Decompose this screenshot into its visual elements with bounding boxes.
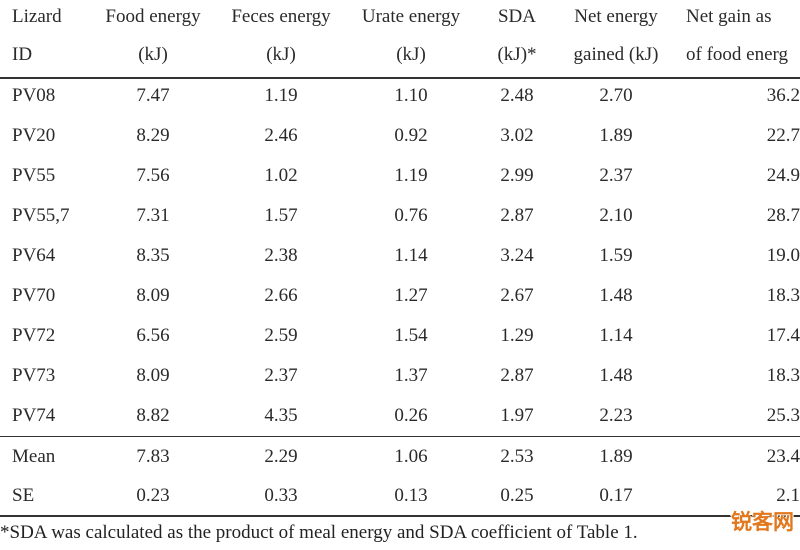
site-watermark: 锐客网	[731, 510, 794, 534]
cell-food-energy: 8.09	[136, 365, 170, 386]
cell-net-gain: 17.4	[766, 325, 800, 346]
cell-feces-energy: 2.59	[264, 325, 298, 346]
cell-lizard-id: PV72	[12, 325, 56, 346]
header-feces-unit: (kJ)	[266, 44, 296, 65]
cell-net-energy: 2.37	[599, 165, 633, 186]
header-food-unit: (kJ)	[138, 44, 168, 65]
cell-sda: 3.02	[500, 125, 534, 146]
cell-urate-energy: 1.37	[394, 365, 428, 386]
cell-food-energy: 6.56	[136, 325, 170, 346]
cell-lizard-id: PV70	[12, 285, 56, 306]
cell-lizard-id: PV55,7	[12, 205, 70, 226]
cell-net-energy: 1.48	[599, 285, 633, 306]
cell-net-gain: 28.7	[766, 205, 800, 226]
cell-urate-energy: 1.06	[394, 446, 428, 467]
cell-food-energy: 0.23	[136, 485, 170, 506]
cell-net-energy: 2.10	[599, 205, 633, 226]
cell-sda: 2.87	[500, 365, 534, 386]
cell-net-energy: 0.17	[599, 485, 633, 506]
cell-net-gain: 18.3	[766, 285, 800, 306]
header-net-energy: Net energy	[574, 6, 658, 27]
header-food-energy: Food energy	[105, 6, 201, 27]
table-footnote: *SDA was calculated as the product of me…	[0, 522, 638, 543]
cell-urate-energy: 0.26	[394, 405, 428, 426]
cell-food-energy: 7.56	[136, 165, 170, 186]
cell-sda: 2.67	[500, 285, 534, 306]
cell-net-energy: 1.89	[599, 125, 633, 146]
cell-net-gain: 22.7	[766, 125, 800, 146]
cell-sda: 2.53	[500, 446, 534, 467]
cell-sda: 2.87	[500, 205, 534, 226]
cell-net-gain: 2.1	[776, 485, 800, 506]
cell-urate-energy: 1.10	[394, 85, 428, 106]
cell-lizard-id: PV55	[12, 165, 56, 186]
cell-urate-energy: 1.19	[394, 165, 428, 186]
cell-lizard-id: PV74	[12, 405, 56, 426]
cell-urate-energy: 1.54	[394, 325, 428, 346]
cell-sda: 0.25	[500, 485, 534, 506]
header-sda: SDA	[497, 6, 536, 27]
cell-net-gain: 25.3	[766, 405, 800, 426]
cell-sda: 3.24	[500, 245, 534, 266]
cell-feces-energy: 4.35	[264, 405, 298, 426]
cell-lizard-id: PV08	[12, 85, 56, 106]
cell-net-energy: 2.70	[599, 85, 633, 106]
cell-feces-energy: 0.33	[264, 485, 298, 506]
cell-sda: 1.97	[500, 405, 534, 426]
cell-summary-label: SE	[12, 485, 35, 506]
cell-food-energy: 7.83	[136, 446, 170, 467]
cell-urate-energy: 1.14	[394, 245, 428, 266]
cell-net-gain: 24.9	[766, 165, 800, 186]
cell-sda: 1.29	[500, 325, 534, 346]
cell-net-energy: 1.89	[599, 446, 633, 467]
cell-net-energy: 1.14	[599, 325, 633, 346]
header-urate-energy: Urate energy	[361, 6, 461, 27]
header-urate-unit: (kJ)	[396, 44, 426, 65]
cell-urate-energy: 0.13	[394, 485, 428, 506]
cell-feces-energy: 2.29	[264, 446, 298, 467]
header-net-gain: Net gain as	[686, 6, 772, 27]
bottom-rule	[0, 515, 800, 517]
cell-sda: 2.48	[500, 85, 534, 106]
cell-food-energy: 8.35	[136, 245, 170, 266]
header-feces-energy: Feces energy	[231, 6, 331, 27]
cell-feces-energy: 2.38	[264, 245, 298, 266]
cell-net-gain: 36.2	[766, 85, 800, 106]
cell-food-energy: 8.09	[136, 285, 170, 306]
cell-net-energy: 2.23	[599, 405, 633, 426]
cell-net-gain: 23.4	[766, 446, 800, 467]
header-net-gain-unit: of food energ	[686, 44, 789, 65]
cell-urate-energy: 0.76	[394, 205, 428, 226]
cell-food-energy: 8.29	[136, 125, 170, 146]
header-net-energy-unit: gained (kJ)	[573, 44, 659, 65]
cell-feces-energy: 2.37	[264, 365, 298, 386]
cell-summary-label: Mean	[12, 446, 56, 467]
cell-lizard-id: PV64	[12, 245, 56, 266]
header-id: ID	[12, 44, 33, 65]
cell-lizard-id: PV20	[12, 125, 56, 146]
cell-lizard-id: PV73	[12, 365, 56, 386]
cell-food-energy: 8.82	[136, 405, 170, 426]
cell-food-energy: 7.31	[136, 205, 170, 226]
cell-urate-energy: 1.27	[394, 285, 428, 306]
summary-rule	[0, 436, 800, 437]
header-rule	[0, 77, 800, 79]
cell-feces-energy: 1.57	[264, 205, 298, 226]
header-sda-unit: (kJ)*	[497, 44, 537, 65]
header-lizard: Lizard	[12, 6, 62, 27]
cell-net-energy: 1.48	[599, 365, 633, 386]
cell-feces-energy: 1.19	[264, 85, 298, 106]
cell-feces-energy: 2.66	[264, 285, 298, 306]
cell-net-gain: 19.0	[766, 245, 800, 266]
cell-net-gain: 18.3	[766, 365, 800, 386]
cell-urate-energy: 0.92	[394, 125, 428, 146]
cell-net-energy: 1.59	[599, 245, 633, 266]
cell-food-energy: 7.47	[136, 85, 170, 106]
cell-feces-energy: 1.02	[264, 165, 298, 186]
cell-sda: 2.99	[500, 165, 534, 186]
cell-feces-energy: 2.46	[264, 125, 298, 146]
